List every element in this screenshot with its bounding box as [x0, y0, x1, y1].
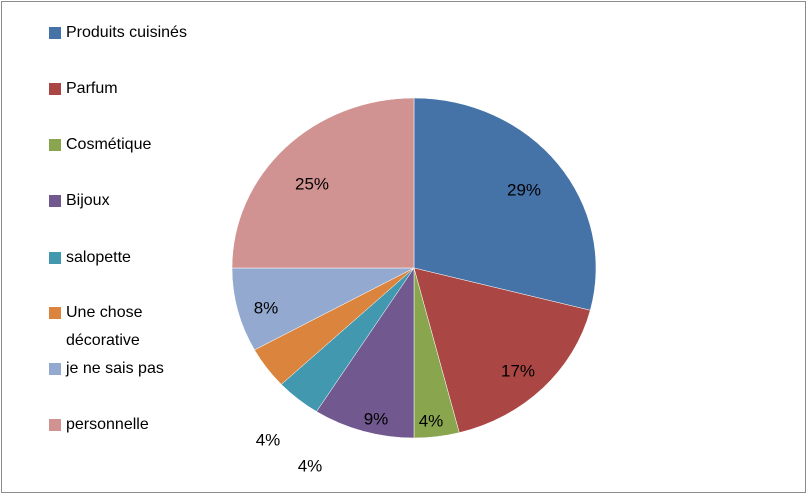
legend-label: Bijoux — [66, 192, 110, 209]
legend-swatch — [49, 139, 61, 151]
legend-swatch — [49, 252, 61, 264]
data-label: 25% — [295, 174, 329, 193]
legend-swatch — [49, 27, 61, 39]
data-label: 17% — [501, 361, 535, 380]
data-label: 9% — [364, 409, 389, 428]
legend-label: Une chose décorative — [66, 304, 143, 349]
legend-swatch — [49, 363, 61, 375]
pie-slice — [413, 97, 597, 311]
pie-slice — [231, 267, 415, 351]
legend-label: personnelle — [66, 416, 149, 433]
legend-item: Parfum — [49, 75, 118, 103]
legend-item: personnelle — [49, 411, 149, 439]
legend-swatch — [49, 83, 61, 95]
legend-label: Parfum — [66, 80, 118, 97]
data-label: 4% — [419, 411, 444, 430]
legend-item: je ne sais pas — [49, 355, 164, 383]
legend-item: Bijoux — [49, 187, 110, 215]
pie-slice — [413, 267, 591, 433]
data-label: 29% — [507, 180, 541, 199]
data-label: 8% — [254, 298, 279, 317]
pie-slice — [316, 267, 415, 439]
legend-label: je ne sais pas — [66, 360, 164, 377]
legend-label: Cosmétique — [66, 136, 152, 153]
data-label: 4% — [298, 456, 323, 475]
legend-label: Produits cuisinés — [66, 24, 187, 41]
legend-swatch — [49, 307, 61, 319]
legend-item: Produits cuisinés — [49, 19, 187, 47]
pie-slice — [231, 97, 415, 269]
legend-item: Cosmétique — [49, 131, 151, 159]
data-label: 4% — [256, 430, 281, 449]
legend-swatch — [49, 419, 61, 431]
legend-item: Une chose décorative — [49, 299, 179, 355]
legend-swatch — [49, 195, 61, 207]
legend-item: salopette — [49, 244, 131, 272]
legend-label: salopette — [66, 249, 131, 266]
